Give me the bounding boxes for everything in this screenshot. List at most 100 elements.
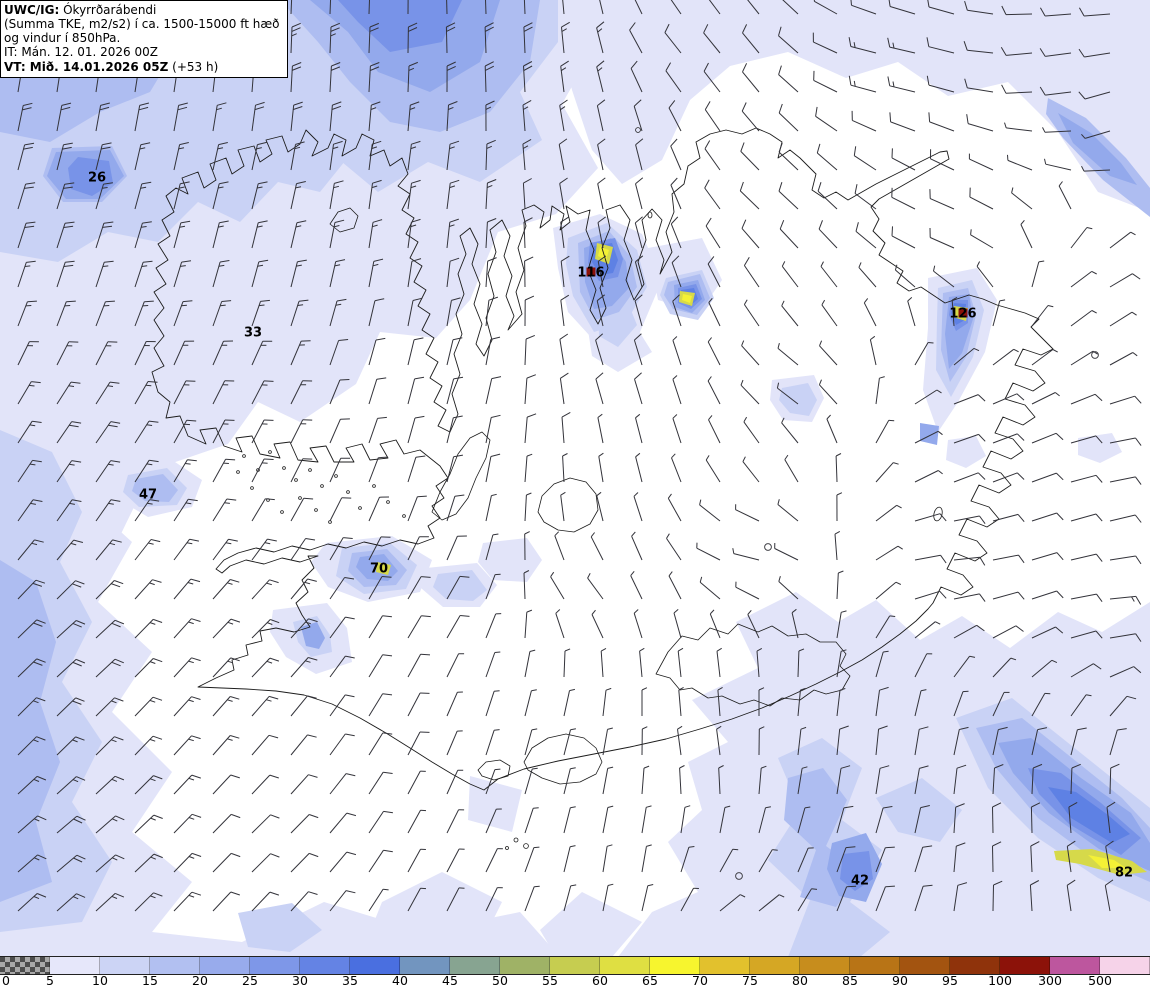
tke-max-label: 116 xyxy=(577,266,604,281)
colorbar-tick-label: 95 xyxy=(942,973,958,987)
colorbar-segment xyxy=(950,957,1000,974)
glacier-vatnajokull xyxy=(655,623,851,707)
colorbar-segment xyxy=(250,957,300,974)
tke-region xyxy=(682,294,692,303)
tke-region xyxy=(920,423,939,445)
tke-region xyxy=(132,474,178,502)
tke-region xyxy=(618,592,1150,957)
colorbar-segment xyxy=(700,957,750,974)
colorbar-segment xyxy=(350,957,400,974)
glacier-langjokull xyxy=(431,431,491,521)
colorbar-segment xyxy=(550,957,600,974)
tke-region xyxy=(840,851,873,891)
glacier-outlines xyxy=(329,207,851,785)
colorbar-segment xyxy=(500,957,550,974)
island-hrisey xyxy=(647,211,653,219)
tke-region xyxy=(238,903,322,952)
tke-region xyxy=(376,562,391,575)
product-id: UWC/IG: xyxy=(4,3,60,17)
forecast-info-box: UWC/IG: Ókyrrðarábendi (Summa TKE, m2/s2… xyxy=(0,0,289,78)
colorbar-tick-label: 5 xyxy=(46,973,54,987)
colorbar-tick-label: 30 xyxy=(292,973,308,987)
calm-circle xyxy=(764,543,772,551)
island-vestmannaeyjar-3 xyxy=(505,846,509,850)
calm-circle xyxy=(1091,351,1099,359)
tke-region xyxy=(360,872,520,957)
colorbar-tick-label: 0 xyxy=(2,973,10,987)
info-line-quantity: (Summa TKE, m2/s2) í ca. 1500-15000 ft h… xyxy=(4,17,280,32)
colorbar-tick-label: 70 xyxy=(692,973,708,987)
island-grimsey xyxy=(635,127,641,133)
tke-region xyxy=(1058,113,1137,185)
colorbar-tick-label: 75 xyxy=(742,973,758,987)
colorbar-segment xyxy=(450,957,500,974)
island-vestmannaeyjar-2 xyxy=(523,843,529,849)
tke-region xyxy=(876,778,962,842)
calm-wind-circles xyxy=(735,351,1099,880)
colorbar-segment xyxy=(850,957,900,974)
tke-region xyxy=(0,380,560,957)
colorbar-segment xyxy=(50,957,100,974)
tke-region xyxy=(0,560,60,902)
glacier-myrdalsjokull xyxy=(523,733,603,785)
lead-time: (+53 h) xyxy=(168,59,219,74)
tke-max-label: 33 xyxy=(244,326,262,341)
tke-region xyxy=(226,313,282,354)
island-vestmannaeyjar-1 xyxy=(513,837,519,843)
colorbar-tick-label: 300 xyxy=(1038,973,1062,987)
colorbar-tick-label: 85 xyxy=(842,973,858,987)
tke-region xyxy=(68,157,113,196)
colorbar-tick-label: 100 xyxy=(988,973,1012,987)
coastline-main xyxy=(151,127,1054,791)
colorbar-segment xyxy=(100,957,150,974)
colorbar-tick-label: 10 xyxy=(92,973,108,987)
colorbar-segment xyxy=(1000,957,1050,974)
colorbar-tick-label: 65 xyxy=(642,973,658,987)
tke-region xyxy=(468,776,522,832)
tke-regions xyxy=(0,0,1150,957)
colorbar-segment xyxy=(0,957,50,974)
tke-region xyxy=(1078,433,1122,463)
colorbar-strip xyxy=(0,956,1150,975)
tke-region xyxy=(540,892,642,957)
colorbar-tick-label: 60 xyxy=(592,973,608,987)
max-marker-dot xyxy=(586,267,596,277)
tke-max-label: 70 xyxy=(370,562,388,577)
colorbar-segment xyxy=(750,957,800,974)
valid-time: VT: Mið. 14.01.2026 05Z xyxy=(4,59,169,74)
breidafjordur-islets xyxy=(236,450,406,524)
product-name: Ókyrrðarábendi xyxy=(59,3,157,17)
tke-max-label: 82 xyxy=(1115,866,1133,881)
iceland-coastline xyxy=(151,127,1054,850)
tke-max-label: 47 xyxy=(139,488,157,503)
tke-region xyxy=(433,570,487,601)
tke-max-labels: 26 33 47 70 116 126 42 82 xyxy=(88,171,1133,889)
colorbar-tick-label: 40 xyxy=(392,973,408,987)
colorbar-segment xyxy=(600,957,650,974)
tke-max-label: 26 xyxy=(88,171,106,186)
colorbar-tick-label: 500 xyxy=(1088,973,1112,987)
calm-circle xyxy=(735,872,743,880)
colorbar-segment xyxy=(900,957,950,974)
glacier-drangajokull xyxy=(329,207,359,233)
tke-region xyxy=(779,383,817,416)
tke-region xyxy=(560,0,1150,212)
tke-region xyxy=(478,538,542,582)
tke-region xyxy=(1088,855,1126,868)
colorbar-tick-label: 90 xyxy=(892,973,908,987)
colorbar-tick-label: 80 xyxy=(792,973,808,987)
colorbar-segment xyxy=(1100,957,1150,974)
info-line-product: UWC/IG: Ókyrrðarábendi xyxy=(4,3,279,17)
colorbar-tick-label: 45 xyxy=(442,973,458,987)
lake xyxy=(933,506,943,522)
colorbar-tick-label: 55 xyxy=(542,973,558,987)
max-marker-dot xyxy=(958,308,968,318)
colorbar-segment xyxy=(650,957,700,974)
colorbar-tick-label: 15 xyxy=(142,973,158,987)
colorbar-tick-label: 20 xyxy=(192,973,208,987)
glacier-eyjafjallajokull xyxy=(477,759,511,781)
colorbar-segment xyxy=(150,957,200,974)
colorbar-segment xyxy=(800,957,850,974)
tke-max-label: 126 xyxy=(949,307,976,322)
